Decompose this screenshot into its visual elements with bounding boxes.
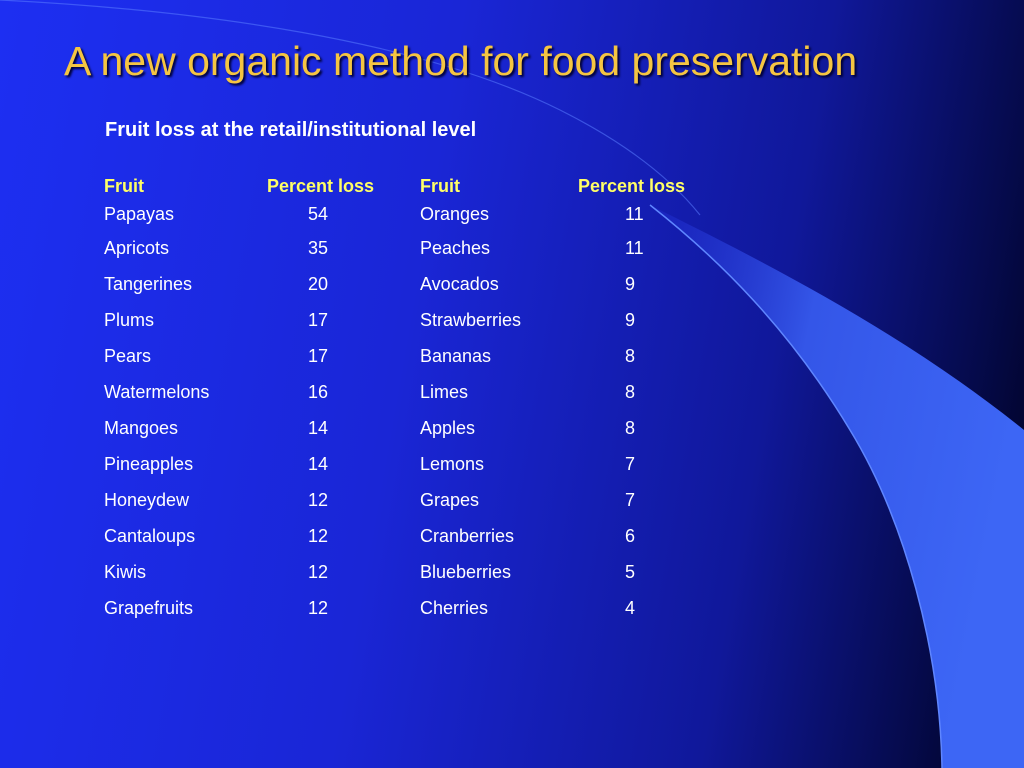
percent-loss: 12 [308,525,329,546]
percent-loss: 12 [308,489,329,510]
percent-loss: 7 [625,453,636,474]
percent-loss: 54 [308,203,329,224]
percent-loss: 14 [308,417,329,438]
percent-loss: 8 [625,345,636,366]
table-row: Plums 17 Strawberries 9 [104,302,708,338]
percent-loss: 8 [625,381,636,402]
fruit-name: Pears [104,345,152,366]
fruit-name: Bananas [420,345,492,366]
fruit-name: Oranges [420,203,490,224]
table-row: Tangerines 20 Avocados 9 [104,266,708,302]
fruit-name: Mangoes [104,417,179,438]
percent-loss: 12 [308,597,329,618]
fruit-name: Watermelons [104,381,210,402]
slide-title: A new organic method for food preservati… [64,38,858,84]
table-row: Watermelons 16 Limes 8 [104,374,708,410]
percent-loss: 17 [308,345,329,366]
table-row: Pears 17 Bananas 8 [104,338,708,374]
percent-loss: 14 [308,453,329,474]
percent-loss: 35 [308,237,329,258]
percent-loss: 4 [625,597,636,618]
fruit-name: Grapefruits [104,597,194,618]
percent-loss: 7 [625,489,636,510]
slide-subtitle: Fruit loss at the retail/institutional l… [105,119,477,141]
percent-loss: 20 [308,273,329,294]
table-row: Honeydew 12 Grapes 7 [104,482,708,518]
percent-loss: 9 [625,273,636,294]
fruit-name: Pineapples [104,453,194,474]
percent-loss: 11 [625,237,644,258]
column-header-fruit: Fruit [420,175,460,196]
swoosh-edge [649,204,943,768]
table-row: Mangoes 14 Apples 8 [104,410,708,446]
table-row: Kiwis 12 Blueberries 5 [104,554,708,590]
percent-loss: 8 [625,417,636,438]
column-header-percent-loss: Percent loss [578,175,686,196]
fruit-name: Cherries [420,597,489,618]
table-header-row: Fruit Percent loss Fruit Percent loss [104,174,708,198]
fruit-name: Grapes [420,489,480,510]
percent-loss: 9 [625,309,636,330]
fruit-name: Kiwis [104,561,147,582]
fruit-name: Cantaloups [104,525,196,546]
fruit-name: Avocados [420,273,499,294]
fruit-name: Papayas [104,203,175,224]
percent-loss: 17 [308,309,329,330]
table-row: Apricots 35 Peaches 11 [104,230,708,266]
table-row: Papayas 54 Oranges 11 [104,198,708,230]
percent-loss: 11 [625,203,644,224]
fruit-name: Apples [420,417,476,438]
percent-loss: 6 [625,525,636,546]
table-row: Cantaloups 12 Cranberries 6 [104,518,708,554]
fruit-name: Plums [104,309,155,330]
table-row: Pineapples 14 Lemons 7 [104,446,708,482]
column-header-fruit: Fruit [104,175,144,196]
fruit-name: Honeydew [104,489,190,510]
percent-loss: 12 [308,561,329,582]
fruit-name: Lemons [420,453,485,474]
percent-loss: 16 [308,381,329,402]
fruit-name: Strawberries [420,309,522,330]
fruit-name: Cranberries [420,525,515,546]
fruit-name: Peaches [420,237,491,258]
fruit-loss-table: Fruit Percent loss Fruit Percent loss Pa… [104,174,708,626]
fruit-name: Apricots [104,237,170,258]
swoosh-band [650,205,1024,768]
table-row: Grapefruits 12 Cherries 4 [104,590,708,626]
percent-loss: 5 [625,561,636,582]
column-header-percent-loss: Percent loss [267,175,375,196]
swoosh-line-top [0,0,701,216]
fruit-name: Limes [420,381,469,402]
fruit-name: Tangerines [104,273,193,294]
fruit-name: Blueberries [420,561,512,582]
